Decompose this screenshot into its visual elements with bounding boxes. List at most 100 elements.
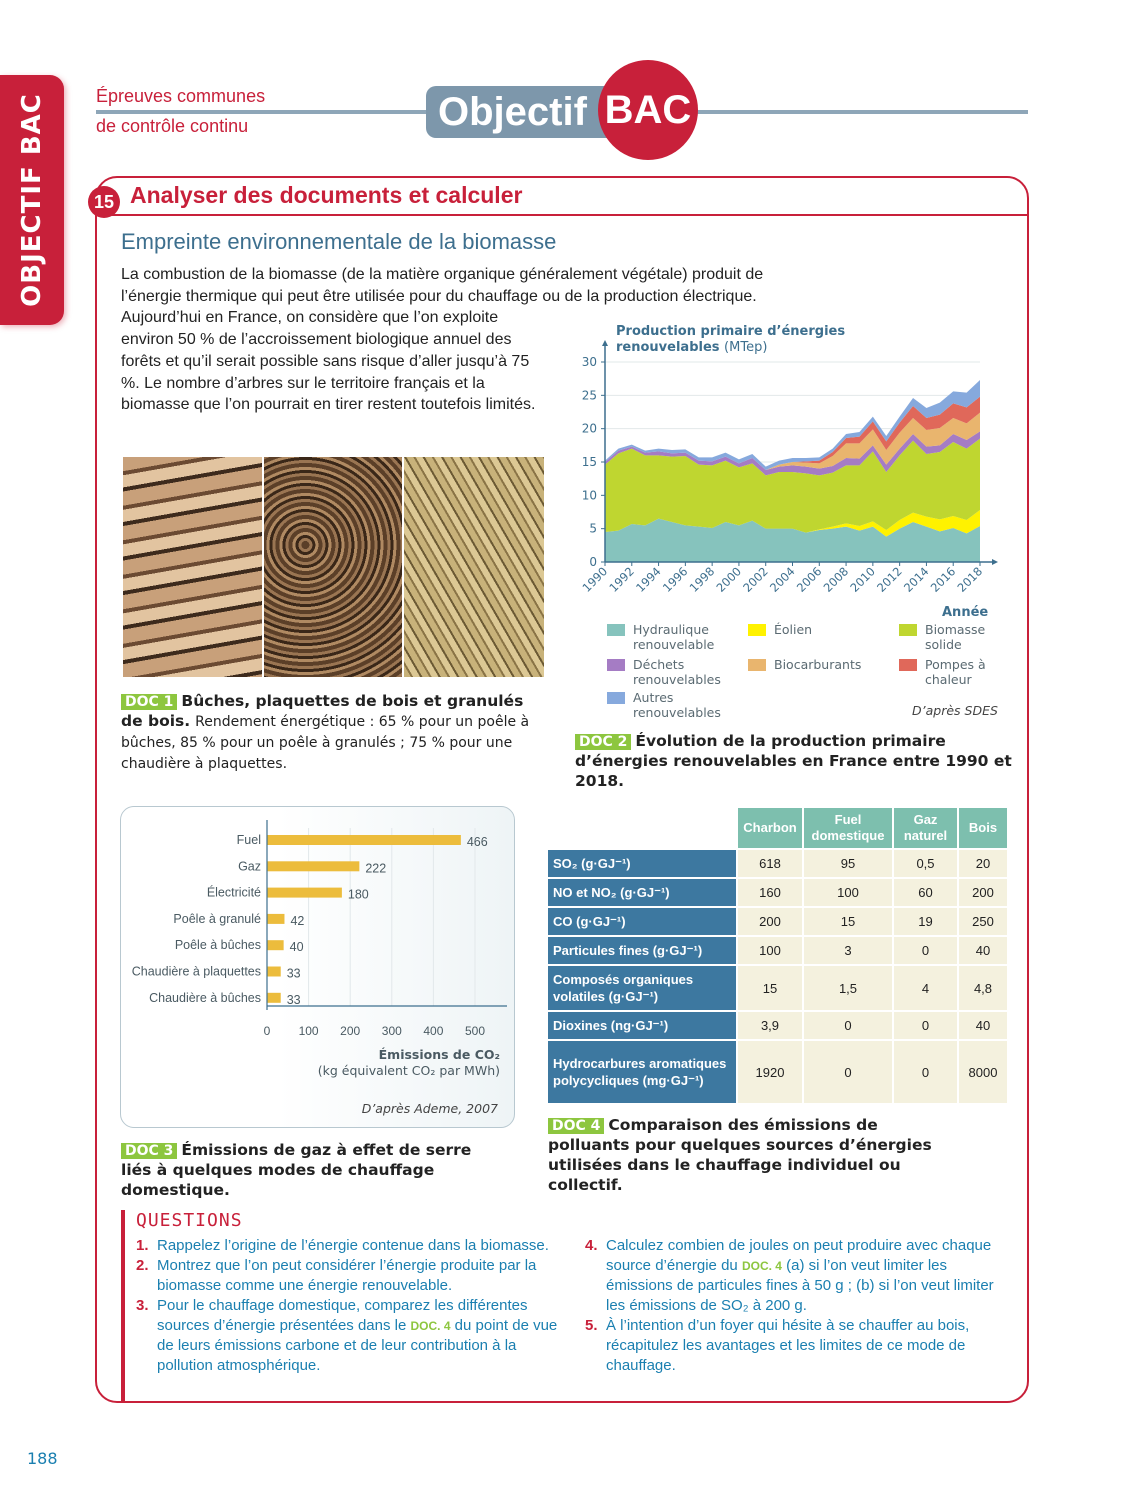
sidebar-tab-objectif-bac[interactable]: OBJECTIF BAC [0,75,64,325]
x-tick-label: 2006 [794,564,825,595]
area-xlabel: Année [942,605,989,620]
bar-category-label: Gaz [238,859,261,873]
exercise-number: 15 [88,186,120,218]
bar [267,835,461,845]
bar [267,913,285,924]
doc-reference: DOC. 4 [410,1319,451,1333]
question-number: 2. [136,1257,149,1274]
table-cell: 0 [894,1041,957,1103]
area-series-d-chets-renouvelables [605,431,980,476]
area-title-text: Production primaire d’énergies renouvela… [616,324,846,355]
question-number: 4. [585,1237,598,1254]
table-cell: 95 [804,850,892,877]
exercise-title: Analyser des documents et calculer [130,182,523,208]
row-header: NO et NO₂ (g·GJ⁻¹) [548,879,736,906]
table-cell: 20 [959,850,1007,877]
legend-item: Biocarburants [748,657,884,672]
legend-label: Pompes à chaleur [925,657,986,687]
x-axis-arrow [992,559,998,565]
question-number: 1. [136,1237,149,1254]
column-header: Gaz naturel [894,808,957,848]
x-tick-label: 0 [264,1024,271,1038]
question-text-part: Rappelez l’origine de l’énergie contenue… [157,1237,549,1254]
table-cell: 618 [738,850,802,877]
logo-badge: BAC [598,60,698,160]
legend-label: Éolien [774,622,813,637]
bar-value-label: 222 [365,861,386,875]
table-row: Hydrocarbures aromatiques polycycliques … [548,1041,1007,1103]
table-row: Dioxines (ng·GJ⁻¹) 3,9 0 0 40 [548,1012,1007,1039]
bar-value-label: 33 [287,967,301,981]
question-text-part: À l’intention d’un foyer qui hésite à se… [606,1317,970,1374]
doc-reference: DOC. 4 [741,1259,782,1273]
x-tick-label: 2016 [928,564,959,595]
table-cell: 100 [738,937,802,964]
doc1-caption: DOC 1 Bûches, plaquettes de bois et granu… [121,691,546,774]
doc1-text: Rendement énergétique : 65 % pour un poê… [121,714,530,772]
table-cell: 0 [894,1012,957,1039]
page-number: 188 [27,1449,58,1468]
table-cell: 0 [894,937,957,964]
table-cell: 19 [894,908,957,935]
x-tick-label: 2018 [955,564,986,595]
x-tick-label: 2008 [821,564,852,595]
bar-xlabel: Émissions de CO₂ (kg équivalent CO₂ par M… [300,1047,500,1079]
questions-column-right: 4. Calculez combien de joules on peut pro… [585,1236,1005,1376]
question-item: 4. Calculez combien de joules on peut pro… [585,1236,1005,1316]
y-tick-label: 20 [582,422,597,436]
tab-label: OBJECTIF [17,165,47,307]
table-cell: 15 [738,966,802,1010]
bar-category-label: Chaudière à bûches [149,991,261,1005]
question-text-part: du point de vue de leurs émissions carbo… [157,1317,558,1374]
area-series-hydraulique-renouvelable [605,518,980,562]
doc3-label: DOC 3 [121,1143,178,1159]
legend-swatch [899,659,917,671]
doc3-chart-box [120,806,515,1128]
table-cell: 40 [959,1012,1007,1039]
legend-item: Pompes à chaleur [899,657,1007,687]
question-number: 5. [585,1317,598,1334]
x-tick-label: 2002 [740,564,771,595]
doc2-caption: DOC 2 Évolution de la production primaire… [575,731,1015,791]
doc1-title: Bûches, plaquettes de bois et granulés d… [121,692,524,730]
doc4-title: Comparaison des émissions de polluants p… [548,1116,932,1194]
legend-swatch [607,659,625,671]
pollutants-table: Charbon Fuel domestique Gaz naturel Bois SO… [546,806,1009,1105]
area-unit: (MTep) [724,340,768,355]
legend-swatch [607,624,625,636]
legend-label: Déchets renouvelables [633,657,721,687]
row-header: CO (g·GJ⁻¹) [548,908,736,935]
legend-item: Déchets renouvelables [607,657,743,687]
legend-label: Biocarburants [774,657,862,672]
x-tick-label: 200 [340,1024,360,1038]
x-tick-label: 2010 [847,564,878,595]
table-cell: 3,9 [738,1012,802,1039]
table-row: CO (g·GJ⁻¹) 200 15 19 250 [548,908,1007,935]
bar [267,966,281,977]
bar-category-label: Poêle à bûches [175,938,261,952]
questions-title: QUESTIONS [136,1210,243,1231]
question-text-part: Calculez combien de joules on peut produ… [606,1237,992,1274]
questions-column-left: 1. Rappelez l’origine de l’énergie conten… [136,1236,566,1376]
legend-swatch [748,659,766,671]
legend-label: Hydraulique renouvelable [633,622,715,652]
co2-bar-chart: 0 100 200 300 400 500 Fuel 466 Gaz 222 Électricité… [132,820,507,1038]
legend-item: Hydraulique renouvelable [607,622,743,652]
table-cell: 0,5 [894,850,957,877]
doc4-block: Charbon Fuel domestique Gaz naturel Bois SO… [546,806,1007,1195]
photo-logs [123,457,262,677]
table-cell: 200 [959,879,1007,906]
table-cell: 8000 [959,1041,1007,1103]
tab-label-bold: BAC [17,93,47,156]
table-row: SO₂ (g·GJ⁻¹) 618 95 0,5 20 [548,850,1007,877]
column-header: Charbon [738,808,802,848]
legend-item: Biomasse solide [899,622,1007,652]
x-tick-label: 100 [299,1024,319,1038]
area-series-biocarburants [605,412,980,470]
x-tick-label: 1996 [660,564,691,595]
row-header: SO₂ (g·GJ⁻¹) [548,850,736,877]
table-cell: 100 [804,879,892,906]
exercise-subtitle: Empreinte environnementale de la biomass… [121,229,557,254]
y-tick-label: 10 [582,488,597,502]
intro-text: La combustion de la biomasse (de la mati… [121,266,764,414]
